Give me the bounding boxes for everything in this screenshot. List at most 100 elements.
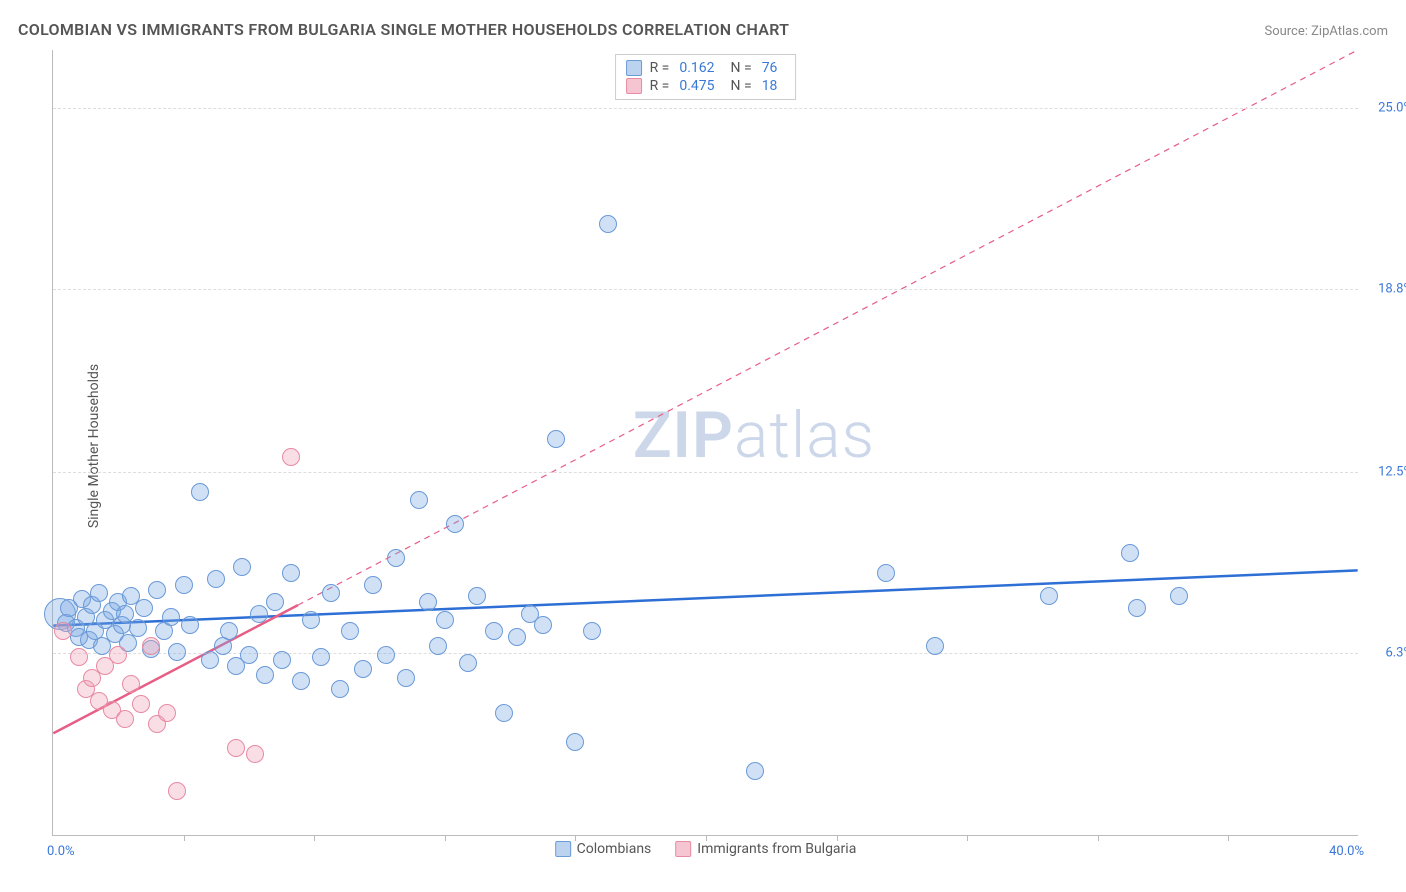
data-point [132, 695, 150, 713]
data-point [429, 637, 447, 655]
data-point [341, 622, 359, 640]
data-point [168, 643, 186, 661]
watermark: ZIPatlas [633, 398, 875, 473]
data-point [459, 654, 477, 672]
data-point [233, 558, 251, 576]
x-tick [967, 835, 968, 841]
correlation-legend: R = 0.162 N = 76 R = 0.475 N = 18 [615, 54, 797, 100]
data-point [129, 619, 147, 637]
data-point [90, 584, 108, 602]
data-point [377, 646, 395, 664]
data-point [266, 593, 284, 611]
data-point [181, 616, 199, 634]
watermark-zip: ZIP [633, 398, 734, 473]
y-tick-label: 12.5% [1378, 465, 1406, 480]
data-point [191, 483, 209, 501]
data-point [387, 549, 405, 567]
legend-row-colombians: R = 0.162 N = 76 [626, 59, 786, 77]
legend-item-bulgaria: Immigrants from Bulgaria [675, 841, 856, 857]
data-point [135, 599, 153, 617]
x-tick [184, 835, 185, 841]
data-point [168, 782, 186, 800]
x-tick [575, 835, 576, 841]
data-point [250, 605, 268, 623]
legend-label-bulgaria: Immigrants from Bulgaria [697, 841, 856, 857]
series-legend: Colombians Immigrants from Bulgaria [555, 841, 857, 857]
gridline [53, 289, 1358, 290]
data-point [282, 448, 300, 466]
swatch-bulgaria-icon [626, 78, 642, 94]
n-label: N = [731, 78, 752, 94]
x-tick [1098, 835, 1099, 841]
data-point [599, 215, 617, 233]
data-point [364, 576, 382, 594]
chart-header: COLOMBIAN VS IMMIGRANTS FROM BULGARIA SI… [18, 20, 1388, 39]
data-point [302, 611, 320, 629]
data-point [282, 564, 300, 582]
data-point [534, 616, 552, 634]
r-label: R = [650, 78, 670, 94]
swatch-colombians-icon [555, 841, 571, 857]
data-point [292, 672, 310, 690]
data-point [1040, 587, 1058, 605]
data-point [246, 745, 264, 763]
x-tick [706, 835, 707, 841]
data-point [54, 622, 72, 640]
data-point [485, 622, 503, 640]
watermark-atlas: atlas [734, 398, 875, 473]
n-value-bulgaria: 18 [762, 78, 778, 94]
gridline [53, 108, 1358, 109]
data-point [227, 739, 245, 757]
data-point [547, 430, 565, 448]
data-point [495, 704, 513, 722]
y-tick-label: 18.8% [1378, 281, 1406, 296]
gridline [53, 472, 1358, 473]
data-point [468, 587, 486, 605]
r-label: R = [650, 60, 670, 76]
data-point [116, 605, 134, 623]
chart-source: Source: ZipAtlas.com [1264, 24, 1388, 39]
data-point [109, 646, 127, 664]
data-point [273, 651, 291, 669]
data-point [201, 651, 219, 669]
data-point [419, 593, 437, 611]
data-point [877, 564, 895, 582]
data-point [746, 762, 764, 780]
data-point [256, 666, 274, 684]
x-axis-max-label: 40.0% [1329, 844, 1364, 859]
data-point [122, 675, 140, 693]
legend-label-colombians: Colombians [577, 841, 652, 857]
y-tick-label: 25.0% [1378, 101, 1406, 116]
data-point [410, 491, 428, 509]
data-point [508, 628, 526, 646]
data-point [566, 733, 584, 751]
x-axis-min-label: 0.0% [47, 844, 75, 859]
swatch-bulgaria-icon [675, 841, 691, 857]
data-point [142, 637, 160, 655]
data-point [397, 669, 415, 687]
data-point [436, 611, 454, 629]
data-point [162, 608, 180, 626]
data-point [70, 648, 88, 666]
r-value-colombians: 0.162 [679, 60, 714, 76]
x-tick [314, 835, 315, 841]
r-value-bulgaria: 0.475 [679, 78, 714, 94]
data-point [312, 648, 330, 666]
legend-item-colombians: Colombians [555, 841, 652, 857]
data-point [148, 581, 166, 599]
data-point [1128, 599, 1146, 617]
data-point [1170, 587, 1188, 605]
data-point [446, 515, 464, 533]
data-point [322, 584, 340, 602]
swatch-colombians-icon [626, 60, 642, 76]
data-point [1121, 544, 1139, 562]
data-point [926, 637, 944, 655]
n-label: N = [731, 60, 752, 76]
x-tick [1228, 835, 1229, 841]
trend-lines [53, 50, 1358, 835]
y-tick-label: 6.3% [1385, 645, 1406, 660]
plot-area: ZIPatlas R = 0.162 N = 76 R = 0.475 N = … [52, 50, 1358, 836]
data-point [116, 710, 134, 728]
data-point [220, 622, 238, 640]
n-value-colombians: 76 [762, 60, 778, 76]
